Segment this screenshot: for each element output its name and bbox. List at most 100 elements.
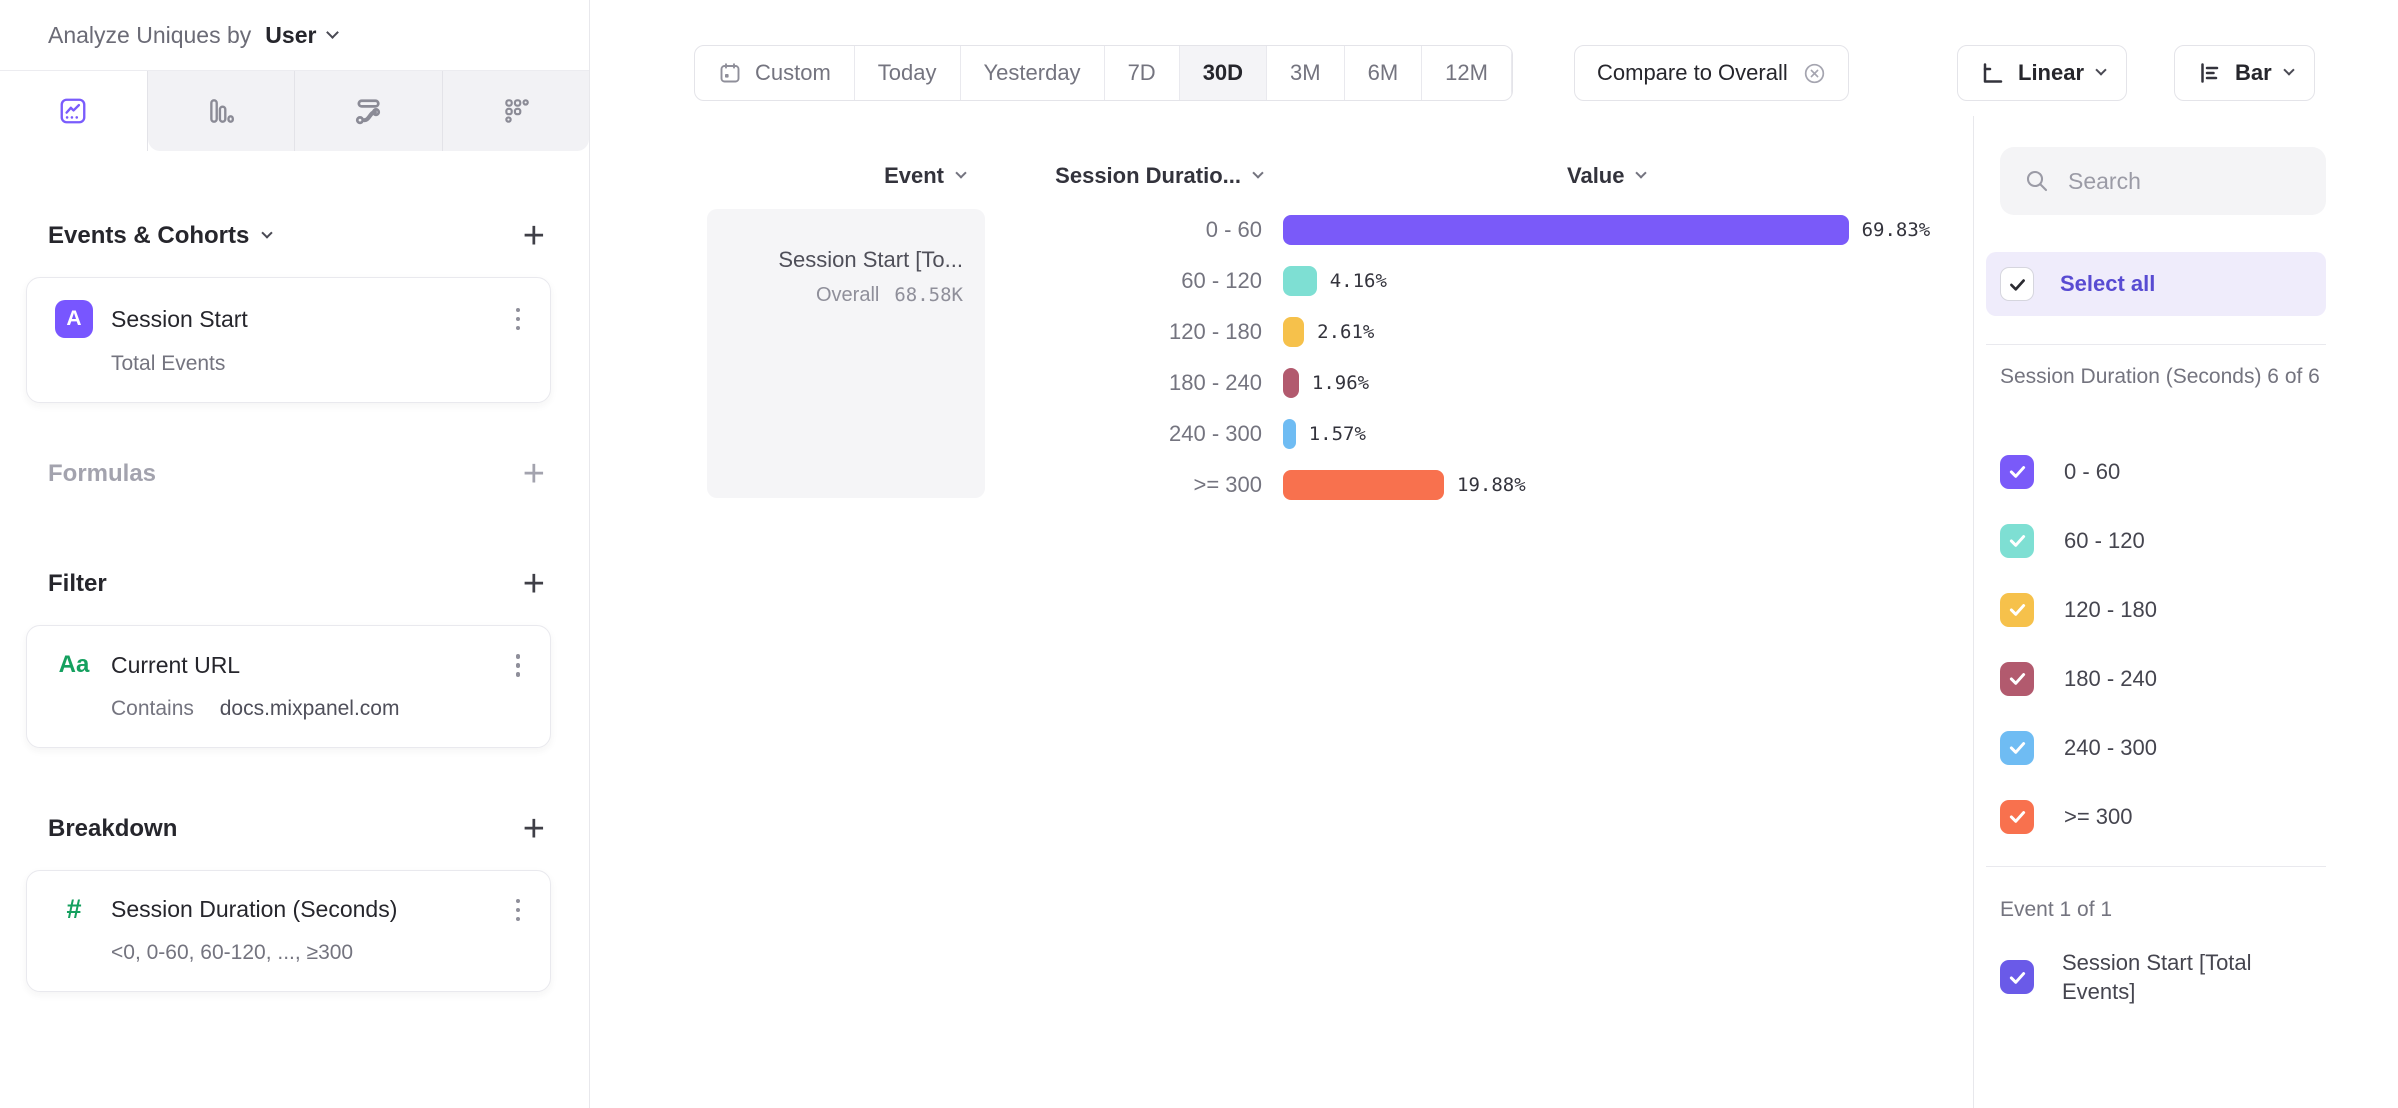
insights-chart-icon [60,98,86,124]
bar-value-label: 69.83% [1861,218,1931,241]
chart-bar[interactable] [1283,316,1305,347]
filter-card-title: Current URL [111,651,241,678]
date-range-option[interactable]: 7D [1105,46,1180,100]
select-all-row[interactable]: Select all [1986,252,2326,316]
chart-bar[interactable] [1283,265,1317,296]
analyze-by-dropdown[interactable]: User [265,22,340,49]
segments-group-label: Session Duration (Seconds) 6 of 6 [2000,365,2320,388]
date-range-option[interactable]: 12M [1422,46,1512,100]
search-input[interactable] [2068,167,2288,195]
event-checkbox-list: Session Start [Total Events] [2000,948,2274,1006]
check-icon [2009,971,2025,984]
event-row-cell[interactable]: Session Start [To... Overall 68.58K [707,209,985,498]
event-checkbox-row[interactable]: Session Start [Total Events] [2000,948,2274,1006]
date-range-option[interactable]: 6M [1345,46,1423,100]
filter-section-header: Filter + [0,563,589,605]
add-breakdown-button[interactable]: + [522,807,545,850]
add-event-button[interactable]: + [522,215,545,257]
event-card-title: Session Start [111,305,248,332]
check-icon [2009,811,2025,823]
linear-axis-icon [1983,63,2003,83]
segment-checkbox-checked[interactable] [2000,661,2034,696]
compare-to-overall-chip[interactable]: Compare to Overall [1574,45,1849,101]
segment-checkbox-row[interactable]: 180 - 240 [2000,644,2157,713]
segment-checkbox-checked[interactable] [2000,454,2034,489]
column-header-value[interactable]: Value [1567,163,1648,189]
numeric-property-icon: # [66,894,82,925]
segment-label: 240 - 300 [1169,420,1262,446]
chart-row: 0 - 60 69.83% [990,204,1930,255]
events-cohorts-section-header: Events & Cohorts + [0,215,589,257]
check-icon [2009,604,2025,616]
segment-label: 120 - 180 [1169,318,1262,344]
funnels-bars-icon [209,99,234,123]
event-checkbox-checked[interactable] [2000,960,2034,994]
filter-card-condition[interactable]: Contains docs.mixpanel.com [111,697,526,721]
segment-label: 180 - 240 [1169,369,1262,395]
overall-label: Overall [816,284,880,306]
chevron-down-icon [2283,64,2295,76]
breakdown-card-title: Session Duration (Seconds) [111,896,398,923]
date-range-option[interactable]: Today [855,46,961,100]
chevron-down-icon [326,25,340,39]
segment-checkbox-checked[interactable] [2000,592,2034,627]
scale-dropdown[interactable]: Linear [1957,45,2128,101]
chart-bar[interactable] [1283,214,1849,245]
column-header-duration-label: Session Duratio... [1055,163,1241,188]
column-header-event[interactable]: Event [707,163,967,189]
breakdown-card-buckets[interactable]: <0, 0-60, 60-120, ..., ≥300 [111,941,354,964]
segment-checkbox-row[interactable]: 240 - 300 [2000,713,2157,782]
chart-type-dropdown-label: Bar [2235,60,2272,85]
chart-bar[interactable] [1283,469,1445,500]
segment-checkbox-row[interactable]: >= 300 [2000,782,2157,851]
date-range-option[interactable]: 30D [1179,46,1268,100]
flows-icon [356,99,381,125]
chart-type-dropdown[interactable]: Bar [2174,45,2315,101]
breakdown-card-session-duration[interactable]: # Session Duration (Seconds) <0, 0-60, 6… [26,869,551,992]
overall-value: 68.58K [894,284,963,306]
select-all-label: Select all [2060,271,2156,296]
breakdown-card-menu-icon[interactable] [510,893,527,928]
events-cohorts-title: Events & Cohorts [48,222,250,249]
tab-funnels[interactable] [147,71,295,151]
analyze-label: Analyze Uniques by [48,21,252,48]
segment-checkbox-label: 240 - 300 [2064,734,2157,760]
date-range-option[interactable]: Yesterday [961,46,1105,100]
chevron-down-icon [1635,167,1648,179]
event-card-menu-icon[interactable] [510,302,527,337]
segment-checkbox-row[interactable]: 0 - 60 [2000,437,2157,506]
filter-card-menu-icon[interactable] [510,648,527,683]
check-icon [2009,535,2025,547]
column-header-duration[interactable]: Session Duratio... [990,163,1264,189]
search-icon [2026,170,2048,192]
remove-compare-icon[interactable] [1803,62,1826,85]
segment-checkbox-checked[interactable] [2000,799,2034,834]
events-cohorts-dropdown[interactable]: Events & Cohorts [48,222,274,250]
event-card-session-start[interactable]: A Session Start Total Events [26,277,551,403]
segment-checkbox-row[interactable]: 120 - 180 [2000,575,2157,644]
chart-bar[interactable] [1283,418,1296,449]
add-filter-button[interactable]: + [522,563,545,605]
segment-search[interactable] [2000,147,2326,215]
date-range-custom[interactable]: Custom [695,46,855,100]
report-type-tabs [0,71,589,151]
add-formula-button[interactable]: + [522,453,545,495]
segment-checkbox-checked[interactable] [2000,730,2034,765]
chart-row: 240 - 300 1.57% [990,408,1930,459]
date-range-control: Custom Today Yesterday 7D 30D 3M 6M 12M [694,45,1513,101]
tab-insights[interactable] [0,71,148,151]
chevron-down-icon [955,167,967,179]
segment-checkbox-row[interactable]: 60 - 120 [2000,506,2157,575]
tab-retention[interactable] [442,71,589,151]
segment-checkbox-checked[interactable] [2000,523,2034,558]
date-range-option[interactable]: 3M [1267,46,1345,100]
chart-bar[interactable] [1283,367,1299,398]
event-card-subtitle[interactable]: Total Events [111,352,226,375]
chart-row: 60 - 120 4.16% [990,255,1930,306]
select-all-checkbox[interactable] [2000,267,2034,301]
tab-flows[interactable] [295,71,443,151]
filter-card-current-url[interactable]: Aa Current URL Contains docs.mixpanel.co… [26,625,551,748]
segment-checkbox-label: 0 - 60 [2064,458,2121,484]
chart-row: >= 300 19.88% [990,459,1930,510]
check-icon [2009,742,2025,754]
